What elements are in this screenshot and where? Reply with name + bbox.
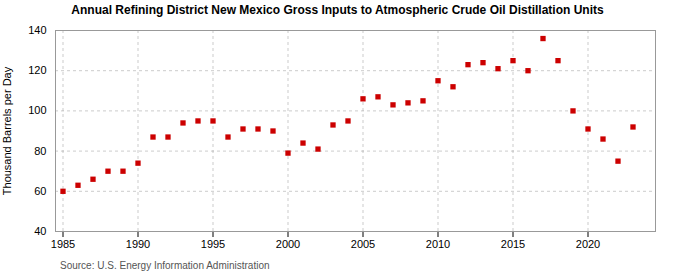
svg-text:140: 140 [28, 24, 46, 36]
svg-text:80: 80 [34, 145, 46, 157]
svg-text:100: 100 [28, 104, 46, 116]
svg-text:2005: 2005 [351, 238, 375, 250]
svg-text:1990: 1990 [126, 238, 150, 250]
svg-text:2020: 2020 [576, 238, 600, 250]
html-text:Annual Refining District New M: Annual Refining District New Mexico Gros… [71, 3, 604, 17]
svg-text:Thousand Barrels per Day: Thousand Barrels per Day [1, 66, 13, 195]
svg-text:2010: 2010 [426, 238, 450, 250]
svg-text:2000: 2000 [276, 238, 300, 250]
svg-text:40: 40 [34, 225, 46, 237]
svg-text:120: 120 [28, 64, 46, 76]
svg-text:1985: 1985 [51, 238, 75, 250]
svg-text:1995: 1995 [201, 238, 225, 250]
svg-text:2015: 2015 [501, 238, 525, 250]
html-text:Source: U.S. Energy Informatio: Source: U.S. Energy Information Administ… [60, 260, 270, 271]
svg-text:60: 60 [34, 185, 46, 197]
